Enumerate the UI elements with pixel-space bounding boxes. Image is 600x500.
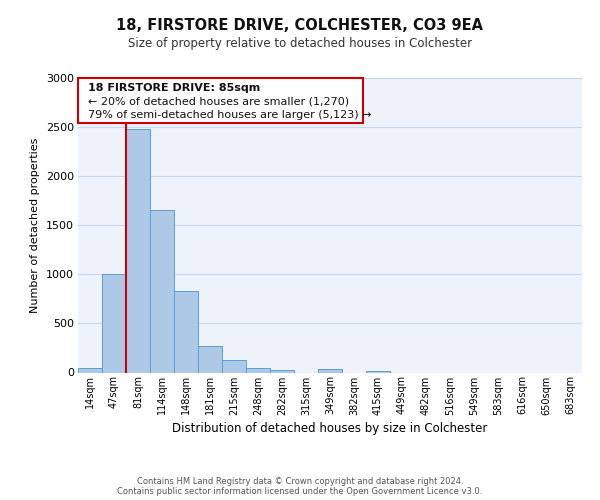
Bar [174,291,198,372]
Bar [150,210,174,372]
Text: Contains public sector information licensed under the Open Government Licence v3: Contains public sector information licen… [118,487,482,496]
Bar [102,274,126,372]
Bar [270,370,294,372]
Y-axis label: Number of detached properties: Number of detached properties [30,138,40,312]
FancyBboxPatch shape [78,78,363,123]
Text: Size of property relative to detached houses in Colchester: Size of property relative to detached ho… [128,38,472,51]
Bar [246,368,270,372]
Bar [222,360,246,372]
Bar [198,346,222,372]
Text: 79% of semi-detached houses are larger (5,123) →: 79% of semi-detached houses are larger (… [88,110,371,120]
Bar [78,368,102,372]
Text: 18 FIRSTORE DRIVE: 85sqm: 18 FIRSTORE DRIVE: 85sqm [88,84,260,94]
Text: ← 20% of detached houses are smaller (1,270): ← 20% of detached houses are smaller (1,… [88,96,349,106]
Bar [318,369,342,372]
Text: Contains HM Land Registry data © Crown copyright and database right 2024.: Contains HM Land Registry data © Crown c… [137,477,463,486]
X-axis label: Distribution of detached houses by size in Colchester: Distribution of detached houses by size … [172,422,488,434]
Text: 18, FIRSTORE DRIVE, COLCHESTER, CO3 9EA: 18, FIRSTORE DRIVE, COLCHESTER, CO3 9EA [116,18,484,32]
Bar [366,370,390,372]
Bar [126,128,150,372]
